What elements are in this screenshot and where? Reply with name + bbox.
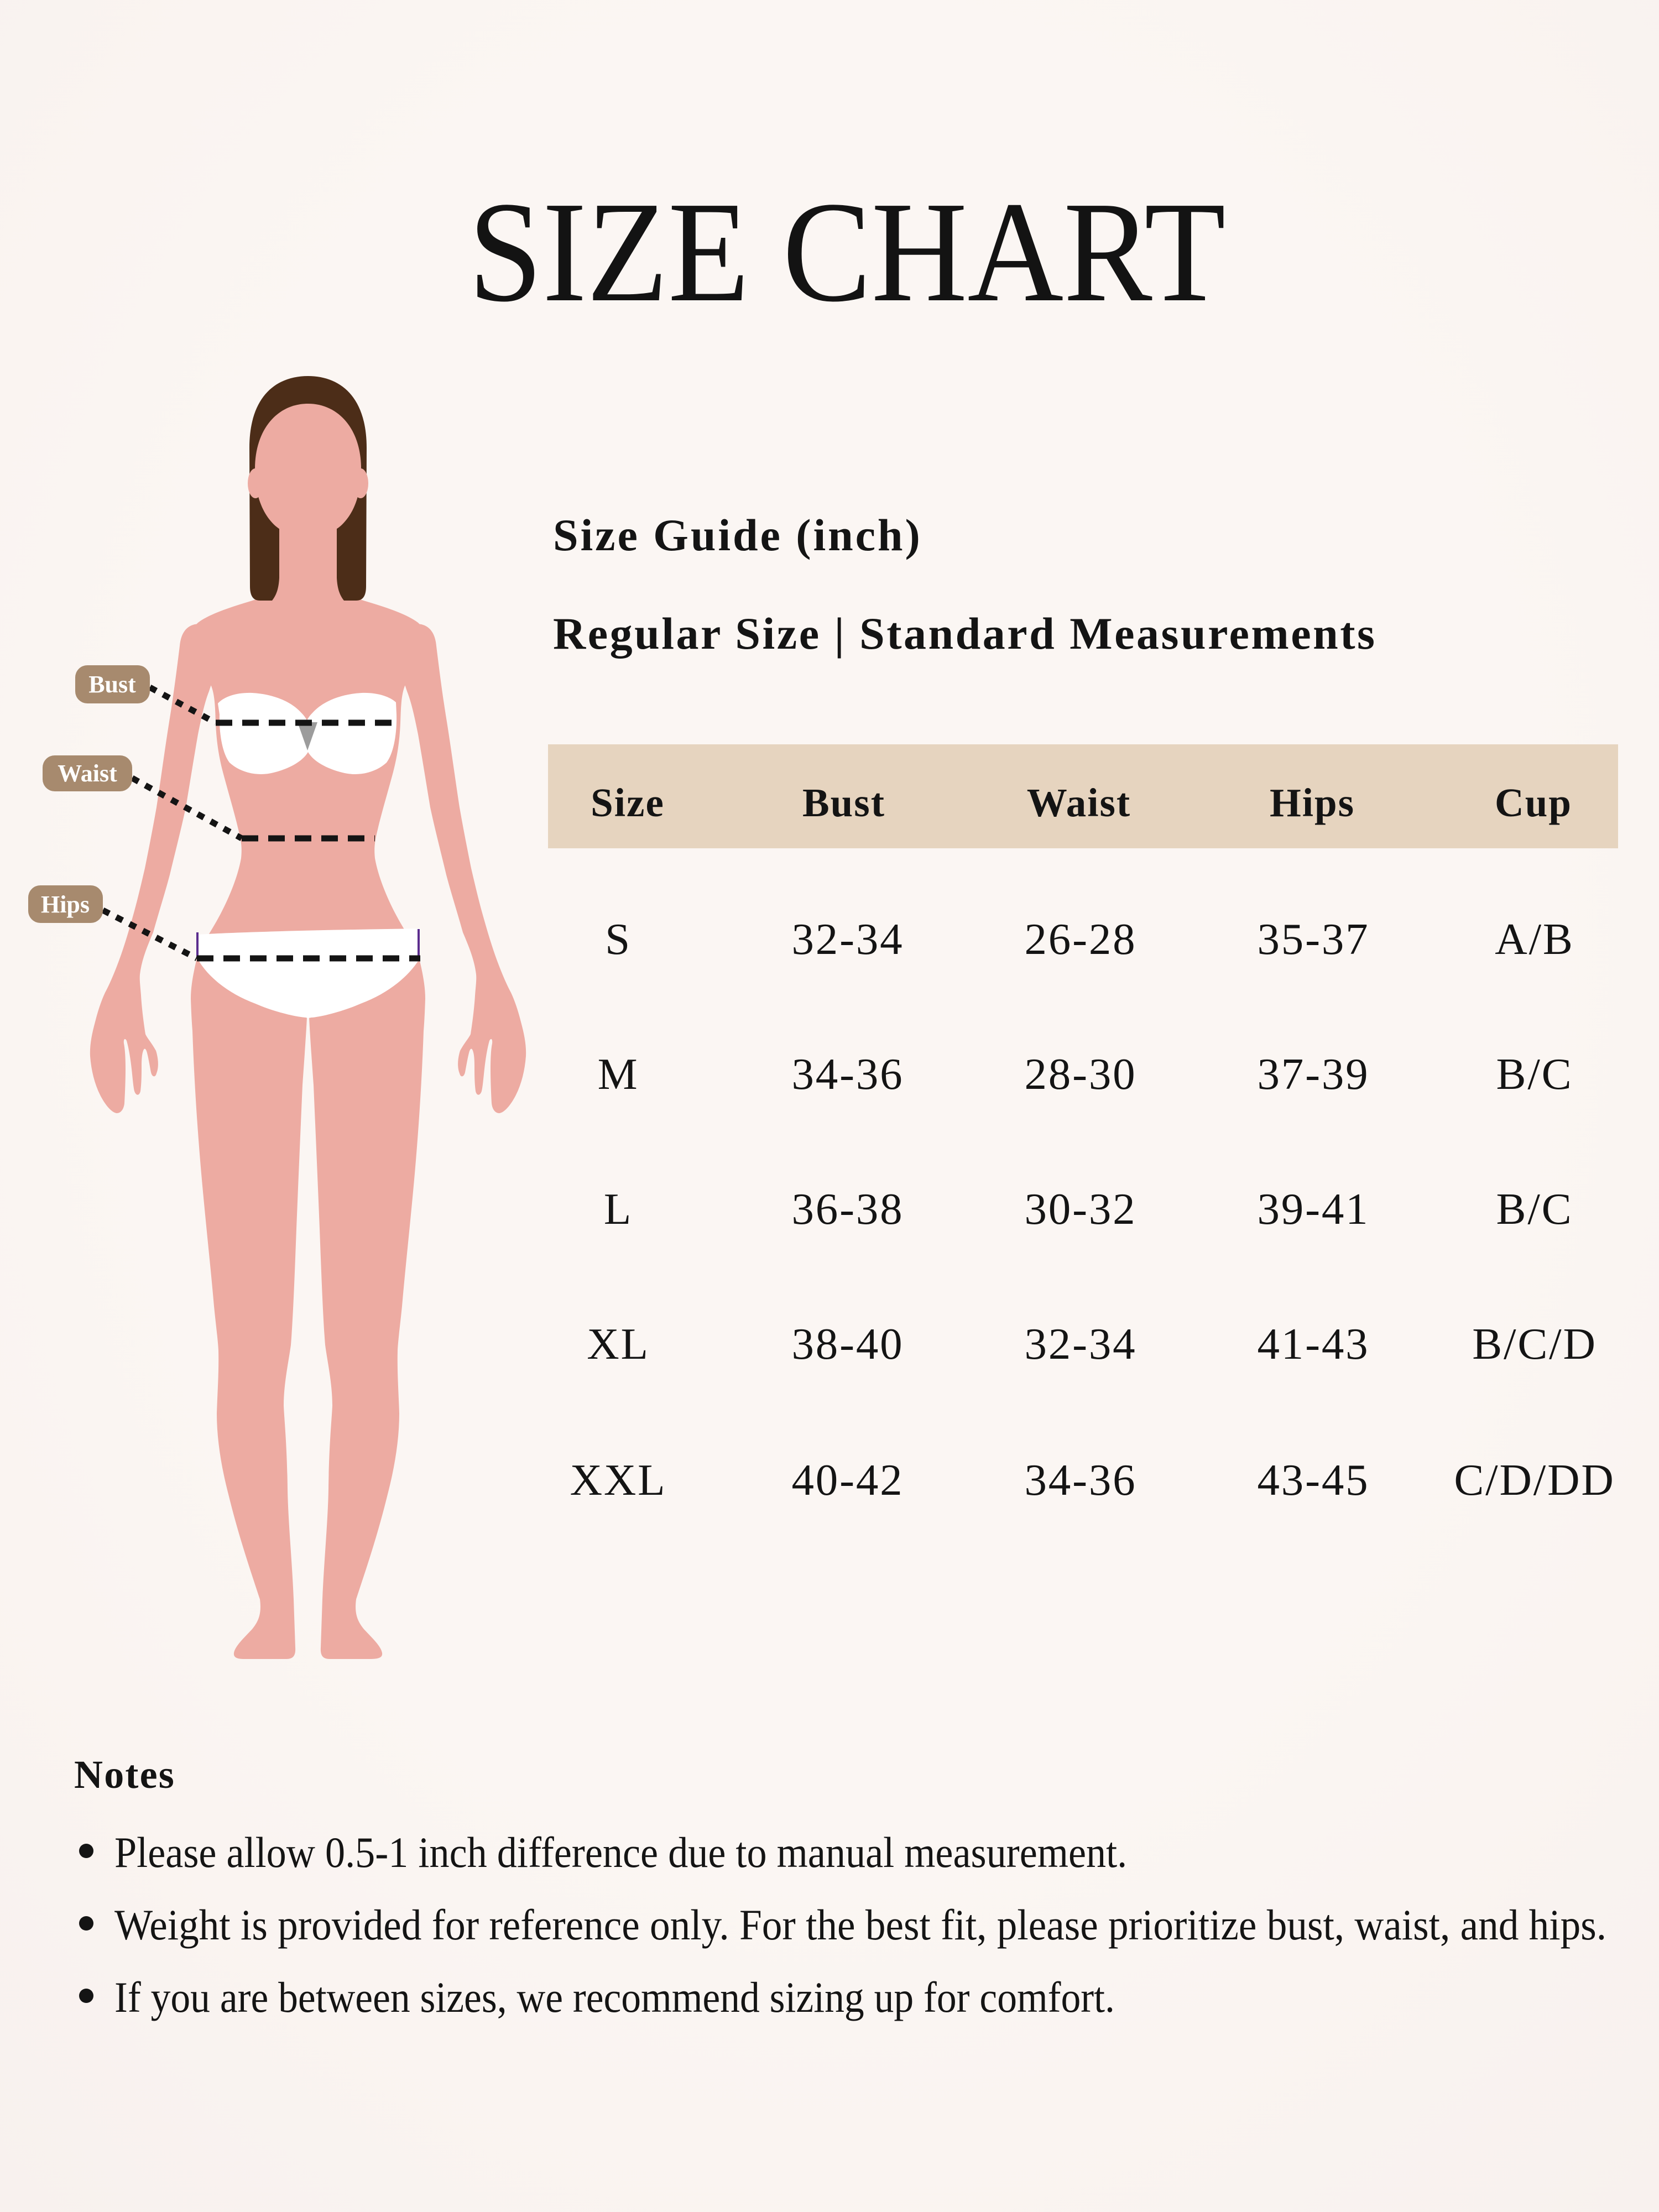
svg-text:Bust: Bust [88,671,136,698]
svg-text:Waist: Waist [58,760,117,787]
svg-text:Hips: Hips [41,891,90,918]
